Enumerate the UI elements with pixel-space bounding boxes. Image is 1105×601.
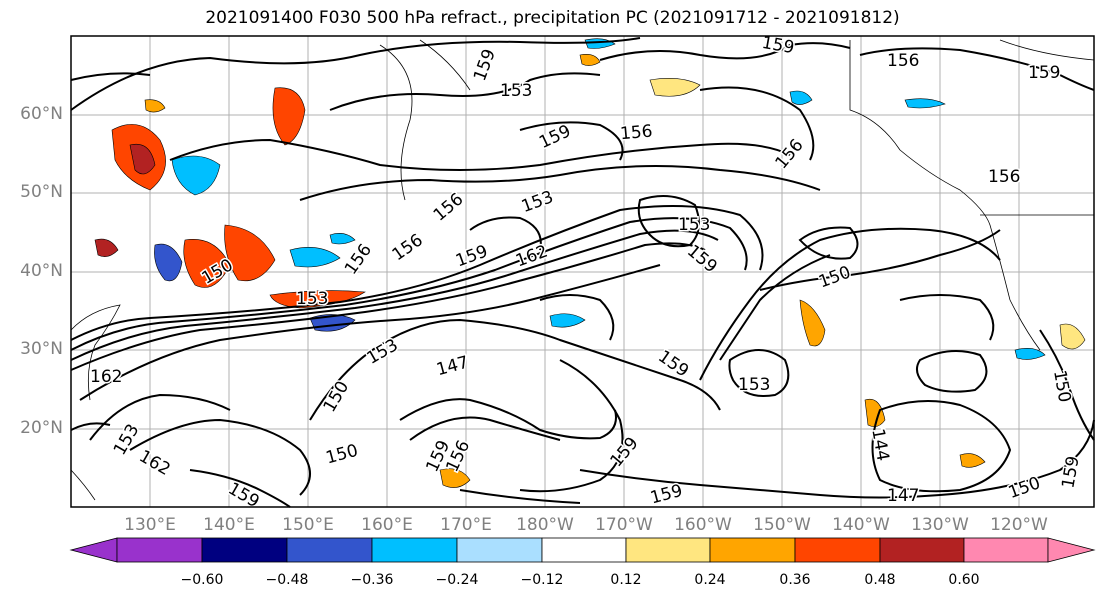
coastlines (70, 39, 1095, 501)
lon-label: 170°E (440, 515, 492, 535)
colorbar-segment (456, 537, 543, 563)
contour-label: 159 (1028, 63, 1060, 83)
colorbar-tick-label: −0.60 (180, 572, 224, 588)
colorbar-tick-label: −0.12 (520, 572, 564, 588)
lat-label: 60°N (20, 104, 63, 124)
precip-patch (224, 224, 276, 282)
map-frame (70, 35, 1095, 508)
lon-label: 170°W (595, 515, 653, 535)
lon-label: 140°E (203, 515, 255, 535)
colorbar-segment (625, 537, 711, 563)
colorbar-segment (709, 537, 796, 563)
precip-patch (154, 243, 183, 282)
lon-label: 150°W (753, 515, 811, 535)
lon-label: 130°E (124, 515, 176, 535)
precip-patch (183, 238, 231, 288)
colorbar (69, 537, 1096, 563)
precip-patch (904, 98, 946, 109)
lat-label: 40°N (20, 261, 63, 281)
precip-patches (94, 38, 1086, 488)
lon-label: 150°E (282, 515, 334, 535)
colorbar-tick-label: −0.36 (350, 572, 394, 588)
precip-patch (649, 78, 701, 97)
precip-patch (439, 468, 471, 488)
lon-label: 120°W (990, 515, 1048, 535)
colorbar-tick-label: −0.48 (265, 572, 309, 588)
contour-label: 153 (678, 215, 710, 235)
colorbar-tick-label: −0.24 (435, 572, 479, 588)
contour-label: 156 (619, 122, 653, 145)
graticule (71, 36, 1094, 507)
colorbar-low-arrow (69, 537, 118, 563)
contour-label: 153 (738, 375, 770, 395)
lon-label: 180°W (516, 515, 574, 535)
colorbar-segment (286, 537, 373, 563)
precip-patch (129, 143, 156, 175)
precip-patch (329, 233, 356, 245)
precip-patch (94, 238, 119, 257)
precip-patch (1014, 348, 1046, 360)
contour-label: 153 (296, 289, 328, 309)
precip-patch (272, 87, 306, 146)
contour-label: 156 (887, 51, 919, 71)
contour-label: 147 (887, 486, 919, 506)
contours (70, 37, 1095, 508)
precip-patch (549, 313, 586, 328)
lon-label: 130°W (911, 515, 969, 535)
precip-patch (789, 90, 813, 105)
contour-label: 153 (500, 81, 532, 101)
precip-patch (144, 99, 166, 113)
colorbar-segment (963, 537, 1049, 563)
precip-patch (171, 155, 221, 196)
precip-patch (579, 54, 601, 66)
contour-label: 156 (988, 167, 1020, 187)
colorbar-segment (116, 537, 203, 563)
precip-patch (289, 247, 341, 268)
colorbar-segment (201, 537, 288, 563)
contour-label: 162 (90, 367, 122, 387)
colorbar-tick-label: 0.48 (864, 572, 896, 588)
colorbar-tick-label: 0.12 (610, 572, 642, 588)
lon-label: 160°E (361, 515, 413, 535)
lon-label: 160°W (674, 515, 732, 535)
precip-patch (864, 398, 886, 427)
colorbar-segment (879, 537, 965, 563)
precip-patch (959, 453, 986, 468)
colorbar-tick-label: 0.24 (694, 572, 726, 588)
colorbar-tick-label: 0.36 (779, 572, 811, 588)
colorbar-segment (794, 537, 881, 563)
lat-label: 30°N (20, 339, 63, 359)
lat-label: 20°N (20, 418, 63, 438)
lon-label: 140°W (832, 515, 890, 535)
colorbar-tick-label: 0.60 (948, 572, 980, 588)
colorbar-segment (371, 537, 458, 563)
colorbar-segment (541, 537, 627, 563)
colorbar-high-arrow (1047, 537, 1096, 563)
precip-patch (1059, 323, 1086, 350)
precip-patch (799, 299, 826, 347)
map-title: 2021091400 F030 500 hPa refract., precip… (205, 8, 900, 28)
lat-label: 50°N (20, 182, 63, 202)
